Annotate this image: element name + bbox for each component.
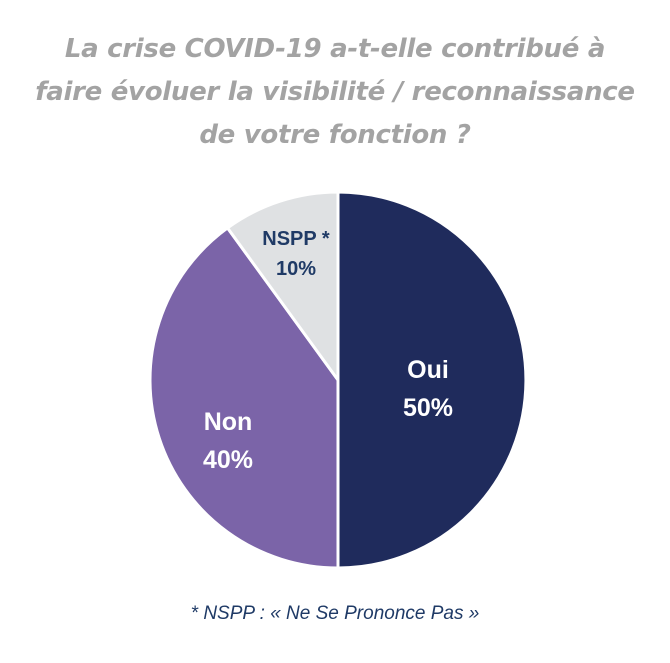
- slice-value-label: 50%: [403, 394, 453, 422]
- footnote: * NSPP : « Ne Se Prononce Pas »: [190, 603, 480, 624]
- slice-label: Oui: [407, 356, 449, 384]
- chart-title-line: faire évoluer la visibilité / reconnaiss…: [35, 77, 635, 107]
- pie-slice-nspp: [225, 190, 340, 382]
- pie-chart: Oui 50% Non 40% NSPP * 10%: [148, 190, 528, 570]
- pie-slice-non: [148, 226, 340, 570]
- slice-label: NSPP *: [262, 228, 330, 250]
- chart-title-line: La crise COVID-19 a-t-elle contribué à: [64, 34, 606, 64]
- slice-value-label: 10%: [276, 258, 316, 280]
- pie-slice-oui: [336, 190, 528, 570]
- slice-label: Non: [204, 408, 253, 436]
- chart-title-line: de votre fonction ?: [199, 120, 471, 150]
- slice-value-label: 40%: [203, 446, 253, 474]
- chart-title: La crise COVID-19 a-t-elle contribué à f…: [10, 28, 660, 157]
